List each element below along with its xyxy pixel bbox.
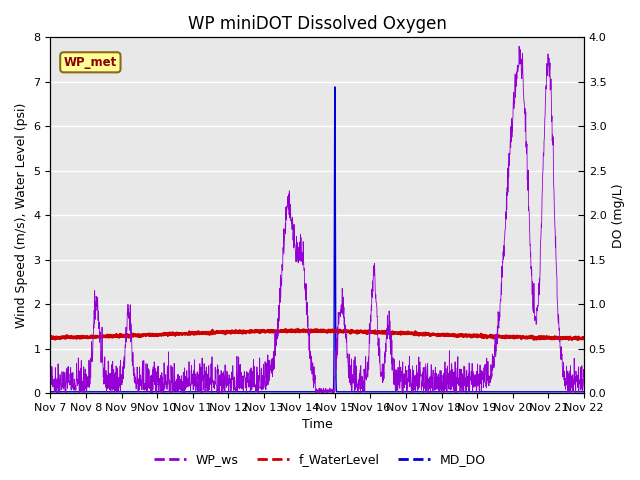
X-axis label: Time: Time xyxy=(301,419,333,432)
f_WaterLevel xyxy=(575,337,582,343)
Line: WP_ws: WP_ws xyxy=(51,46,584,393)
WP_ws xyxy=(344,358,352,364)
f_WaterLevel xyxy=(580,335,588,340)
Y-axis label: Wind Speed (m/s), Water Level (psi): Wind Speed (m/s), Water Level (psi) xyxy=(15,103,28,328)
WP_ws xyxy=(533,308,541,314)
WP_ws xyxy=(47,374,54,380)
WP_ws xyxy=(195,371,203,376)
MD_DO xyxy=(548,389,556,395)
Text: WP_met: WP_met xyxy=(64,56,117,69)
WP_ws xyxy=(548,113,556,119)
MD_DO xyxy=(333,389,340,395)
MD_DO xyxy=(580,389,588,395)
MD_DO xyxy=(533,389,541,395)
Title: WP miniDOT Dissolved Oxygen: WP miniDOT Dissolved Oxygen xyxy=(188,15,447,33)
Legend: WP_ws, f_WaterLevel, MD_DO: WP_ws, f_WaterLevel, MD_DO xyxy=(149,448,491,471)
Y-axis label: DO (mg/L): DO (mg/L) xyxy=(612,183,625,248)
WP_ws xyxy=(332,336,340,341)
f_WaterLevel xyxy=(548,336,556,341)
f_WaterLevel xyxy=(472,333,480,339)
MD_DO xyxy=(344,389,352,395)
f_WaterLevel xyxy=(195,331,203,337)
WP_ws xyxy=(472,373,480,379)
MD_DO xyxy=(331,84,339,90)
WP_ws xyxy=(580,373,588,379)
Line: f_WaterLevel: f_WaterLevel xyxy=(51,329,584,340)
f_WaterLevel xyxy=(533,335,541,341)
WP_ws xyxy=(515,43,523,49)
f_WaterLevel xyxy=(294,326,302,332)
WP_ws xyxy=(420,390,428,396)
f_WaterLevel xyxy=(333,327,340,333)
f_WaterLevel xyxy=(344,328,352,334)
MD_DO xyxy=(47,389,54,395)
MD_DO xyxy=(472,389,480,395)
MD_DO xyxy=(195,389,203,395)
f_WaterLevel xyxy=(47,335,54,340)
Line: MD_DO: MD_DO xyxy=(51,87,584,392)
